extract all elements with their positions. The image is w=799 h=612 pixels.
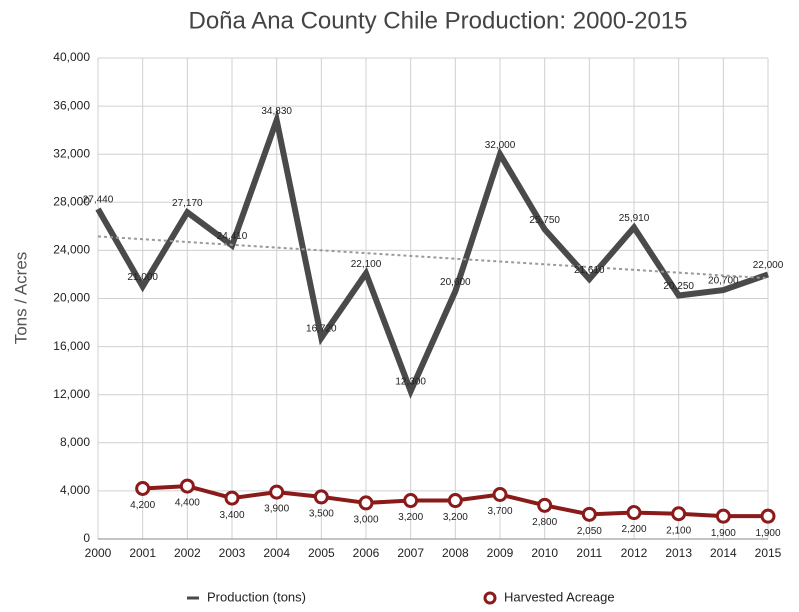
data-label: 32,000	[485, 140, 516, 151]
data-label: 20,250	[663, 281, 694, 292]
x-tick-label: 2013	[665, 546, 692, 560]
marker	[715, 508, 731, 524]
y-tick-label: 20,000	[53, 291, 90, 305]
x-tick-label: 2000	[85, 546, 112, 560]
data-label: 3,900	[264, 504, 289, 515]
data-label: 20,700	[708, 276, 739, 287]
y-tick-label: 16,000	[53, 339, 90, 353]
marker	[671, 506, 687, 522]
x-tick-label: 2001	[129, 546, 156, 560]
data-label: 27,440	[83, 195, 114, 206]
y-tick-label: 4,000	[60, 483, 90, 497]
data-label: 22,100	[351, 259, 382, 270]
x-tick-label: 2014	[710, 546, 737, 560]
data-label: 2,050	[577, 526, 602, 537]
legend-label: Harvested Acreage	[504, 589, 615, 604]
x-tick-label: 2010	[531, 546, 558, 560]
marker	[447, 493, 463, 509]
data-label: 3,200	[398, 512, 423, 523]
legend-marker	[483, 591, 497, 605]
x-tick-label: 2006	[353, 546, 380, 560]
data-label: 1,900	[711, 528, 736, 539]
data-label: 24,410	[217, 231, 248, 242]
marker	[760, 508, 776, 524]
x-tick-label: 2008	[442, 546, 469, 560]
data-label: 2,200	[621, 524, 646, 535]
y-tick-label: 12,000	[53, 387, 90, 401]
trendline	[97, 235, 769, 280]
x-tick-label: 2009	[487, 546, 514, 560]
x-tick-label: 2003	[219, 546, 246, 560]
data-label: 3,000	[353, 515, 378, 526]
x-tick-label: 2002	[174, 546, 201, 560]
marker	[492, 487, 508, 503]
x-tick-label: 2005	[308, 546, 335, 560]
data-label: 4,200	[130, 500, 155, 511]
series-line	[95, 109, 769, 399]
x-tick-label: 2015	[755, 546, 782, 560]
y-tick-label: 0	[83, 531, 90, 545]
data-label: 22,000	[753, 260, 784, 271]
marker	[403, 493, 419, 509]
data-label: 1,900	[755, 528, 780, 539]
data-label: 2,100	[666, 525, 691, 536]
marker	[179, 478, 195, 494]
data-label: 16,720	[306, 324, 337, 335]
marker	[269, 484, 285, 500]
y-tick-label: 8,000	[60, 435, 90, 449]
data-label: 25,750	[529, 215, 560, 226]
data-label: 12,300	[395, 377, 426, 388]
data-label: 3,500	[309, 509, 334, 520]
data-label: 2,800	[532, 517, 557, 528]
y-tick-label: 32,000	[53, 146, 90, 160]
y-tick-label: 40,000	[53, 50, 90, 64]
chart-title: Doña Ana County Chile Production: 2000-2…	[188, 7, 687, 34]
marker	[135, 480, 151, 496]
x-tick-label: 2004	[263, 546, 290, 560]
y-tick-label: 28,000	[53, 194, 90, 208]
data-label: 3,700	[487, 506, 512, 517]
data-label: 21,610	[574, 265, 605, 276]
data-label: 20,600	[440, 277, 471, 288]
data-label: 4,400	[175, 498, 200, 509]
marker	[313, 489, 329, 505]
data-label: 25,910	[619, 213, 650, 224]
marker	[358, 495, 374, 511]
marker	[224, 490, 240, 506]
data-label: 27,170	[172, 198, 203, 209]
y-tick-label: 24,000	[53, 243, 90, 257]
y-axis-title: Tons / Acres	[11, 252, 30, 345]
data-label: 3,400	[219, 510, 244, 521]
x-tick-label: 2007	[397, 546, 424, 560]
x-tick-label: 2012	[621, 546, 648, 560]
data-label: 34,830	[261, 106, 292, 117]
marker	[581, 506, 597, 522]
data-label: 21,000	[127, 272, 158, 283]
marker	[537, 497, 553, 513]
legend-label: Production (tons)	[207, 589, 306, 604]
marker	[626, 505, 642, 521]
data-label: 3,200	[443, 512, 468, 523]
x-tick-label: 2011	[576, 546, 602, 560]
y-tick-label: 36,000	[53, 98, 90, 112]
